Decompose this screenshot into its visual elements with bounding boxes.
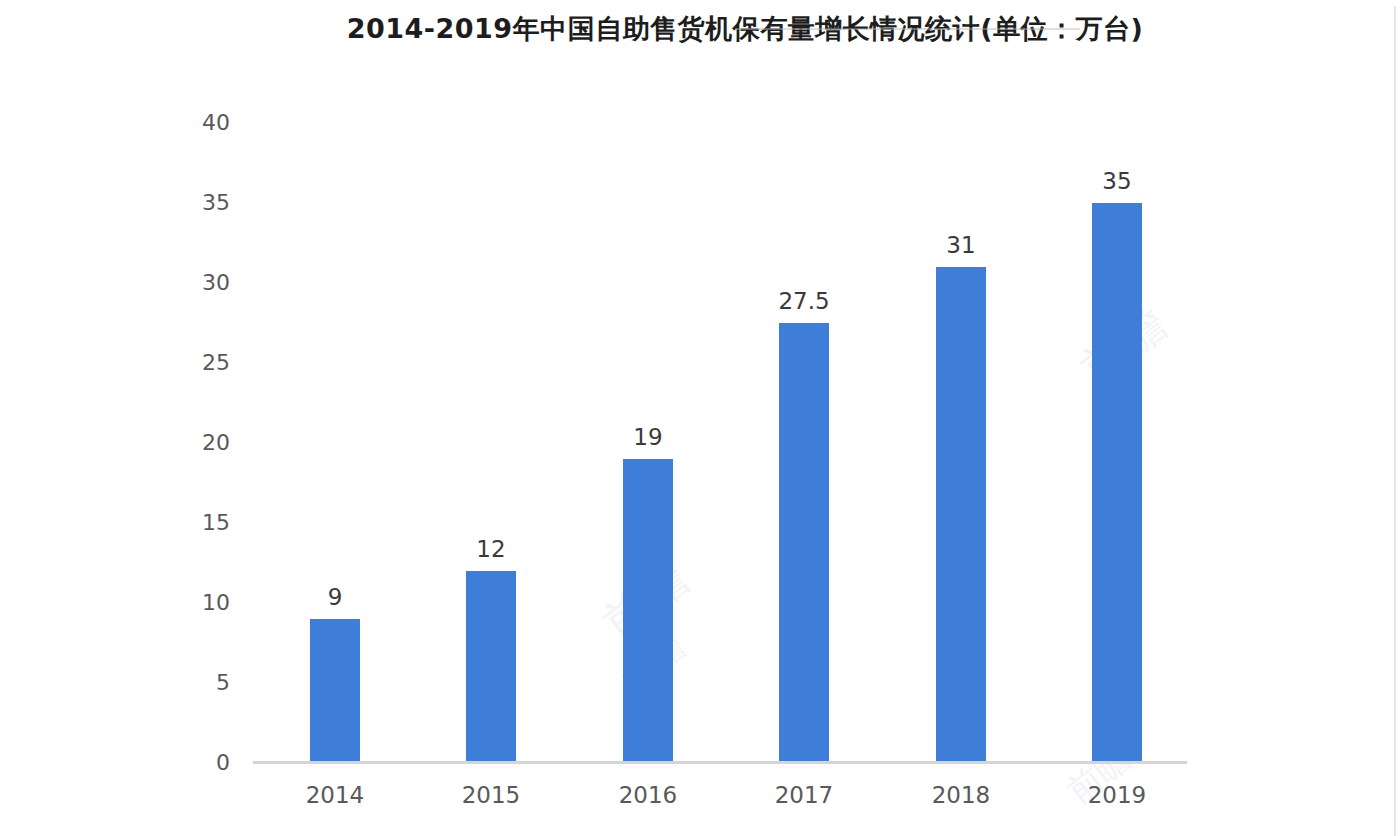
y-axis-tick-label: 25 xyxy=(148,349,230,377)
bar-value-label-2015: 12 xyxy=(431,535,551,563)
y-axis-tick-label: 30 xyxy=(148,269,230,297)
y-axis-tick-label: 40 xyxy=(148,109,230,137)
y-axis-tick-label: 35 xyxy=(148,189,230,217)
bar-chart: 2014-2019年中国自助售货机保有量增长情况统计(单位：万台) 前瞻前瞻前瞻… xyxy=(0,0,1400,836)
page-edge-line xyxy=(1394,6,1396,836)
bar-value-label-2018: 31 xyxy=(901,231,1021,259)
bar-2019 xyxy=(1092,203,1142,763)
bar-value-label-2016: 19 xyxy=(588,423,708,451)
y-axis-tick-label: 10 xyxy=(148,589,230,617)
x-axis-tick-label-2014: 2014 xyxy=(270,782,400,808)
x-axis-line xyxy=(253,761,1187,764)
x-axis-tick-label-2015: 2015 xyxy=(426,782,556,808)
bar-value-label-2014: 9 xyxy=(275,583,395,611)
x-axis-tick-label-2018: 2018 xyxy=(896,782,1026,808)
bar-2017 xyxy=(779,323,829,763)
x-axis-tick-label-2019: 2019 xyxy=(1052,782,1182,808)
bar-2014 xyxy=(310,619,360,763)
y-axis-tick-label: 0 xyxy=(148,749,230,777)
y-axis-tick-label: 15 xyxy=(148,509,230,537)
bar-2015 xyxy=(466,571,516,763)
y-axis-tick-label: 5 xyxy=(148,669,230,697)
y-axis-tick-label: 20 xyxy=(148,429,230,457)
scan-artifact-line xyxy=(735,28,1080,30)
bar-2016 xyxy=(623,459,673,763)
x-axis-tick-label-2017: 2017 xyxy=(739,782,869,808)
bar-2018 xyxy=(936,267,986,763)
bar-value-label-2019: 35 xyxy=(1057,167,1177,195)
x-axis-tick-label-2016: 2016 xyxy=(583,782,713,808)
bar-value-label-2017: 27.5 xyxy=(744,287,864,315)
